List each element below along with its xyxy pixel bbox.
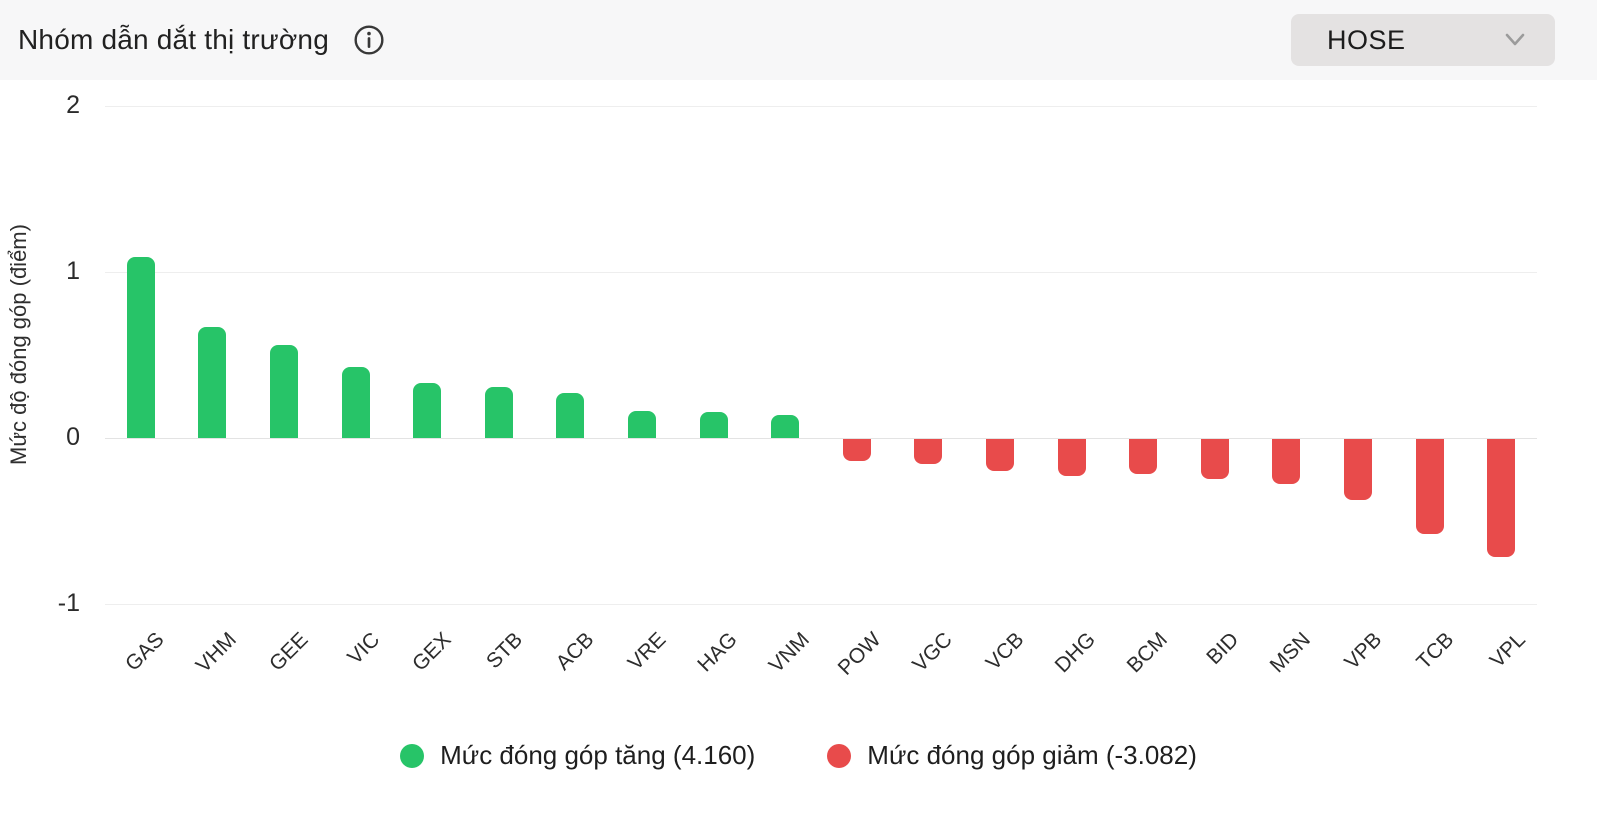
- gridline-y1: [105, 272, 1537, 273]
- bar-GEX[interactable]: [413, 383, 442, 438]
- x-tick-label-GEX: GEX: [407, 628, 456, 676]
- bar-VHM[interactable]: [198, 327, 227, 438]
- y-tick-label: 0: [66, 423, 80, 451]
- exchange-dropdown[interactable]: HOSE: [1291, 14, 1555, 66]
- legend-dot-red: [827, 743, 852, 768]
- legend-item-negative[interactable]: Mức đóng góp giảm (-3.082): [827, 740, 1197, 771]
- bar-VIC[interactable]: [341, 367, 370, 438]
- x-tick-label-VHM: VHM: [191, 628, 241, 678]
- bar-HAG[interactable]: [699, 412, 728, 438]
- bar-DHG[interactable]: [1057, 439, 1086, 476]
- legend-dot-green: [400, 743, 425, 768]
- bar-VNM[interactable]: [771, 415, 800, 438]
- bar-MSN[interactable]: [1272, 439, 1301, 484]
- chevron-down-icon: [1503, 32, 1527, 48]
- x-tick-label-VCB: VCB: [981, 628, 1029, 675]
- x-tick-label-BCM: BCM: [1122, 628, 1172, 678]
- x-tick-label-GAS: GAS: [121, 628, 170, 676]
- bar-GAS[interactable]: [126, 257, 155, 438]
- panel-header: Nhóm dẫn dắt thị trường HOSE: [0, 0, 1597, 80]
- legend-item-positive[interactable]: Mức đóng góp tăng (4.160): [400, 740, 755, 771]
- contribution-chart: Mức độ đóng góp (điểm) GAS VHM GEE VIC GEX ST…: [0, 80, 1597, 814]
- x-tick-label-HAG: HAG: [693, 628, 742, 677]
- legend-label-negative: Mức đóng góp giảm (-3.082): [867, 740, 1197, 770]
- x-tick-label-ACB: ACB: [551, 628, 599, 675]
- panel-title: Nhóm dẫn dắt thị trường: [18, 24, 329, 55]
- chart-legend: Mức đóng góp tăng (4.160) Mức đóng góp g…: [0, 740, 1597, 771]
- bar-GEE[interactable]: [270, 345, 298, 438]
- x-tick-label-GEE: GEE: [264, 628, 313, 676]
- bar-VPL[interactable]: [1487, 439, 1516, 557]
- x-tick-label-VRE: VRE: [623, 628, 671, 675]
- bar-BCM[interactable]: [1129, 439, 1158, 474]
- x-tick-label-POW: POW: [833, 628, 886, 680]
- y-tick-label: 1: [66, 257, 80, 285]
- x-tick-label-BID: BID: [1202, 628, 1244, 670]
- x-tick-label-VPB: VPB: [1340, 628, 1387, 674]
- bar-VGC[interactable]: [914, 439, 943, 464]
- x-tick-label-MSN: MSN: [1265, 628, 1315, 678]
- y-tick-label: 2: [66, 91, 80, 119]
- x-tick-label-VGC: VGC: [908, 628, 957, 677]
- x-tick-label-STB: STB: [481, 628, 528, 674]
- bar-VRE[interactable]: [628, 411, 656, 438]
- bar-STB[interactable]: [484, 387, 513, 438]
- info-icon[interactable]: [353, 24, 385, 56]
- exchange-dropdown-value: HOSE: [1327, 24, 1406, 55]
- x-tick-label-VNM: VNM: [764, 628, 814, 678]
- gridline-y-1: [105, 604, 1537, 605]
- y-axis-title: Mức độ đóng góp (điểm): [6, 224, 31, 466]
- bar-VPB[interactable]: [1344, 439, 1372, 500]
- plot-area: GAS VHM GEE VIC GEX STB ACB VRE HAG VNM POW VGC VCB D…: [105, 80, 1537, 814]
- legend-label-positive: Mức đóng góp tăng (4.160): [440, 740, 756, 770]
- x-tick-label-VPL: VPL: [1485, 628, 1530, 673]
- x-tick-label-TCB: TCB: [1411, 628, 1458, 674]
- bar-BID[interactable]: [1200, 439, 1229, 479]
- gridline-y2: [105, 106, 1537, 107]
- x-tick-label-VIC: VIC: [342, 628, 384, 670]
- bar-TCB[interactable]: [1415, 439, 1444, 534]
- bar-ACB[interactable]: [556, 393, 585, 438]
- gridline-y0: [105, 438, 1537, 439]
- x-tick-label-DHG: DHG: [1050, 628, 1100, 678]
- bar-POW[interactable]: [842, 439, 871, 461]
- y-tick-label: -1: [57, 589, 80, 617]
- bar-VCB[interactable]: [986, 439, 1014, 471]
